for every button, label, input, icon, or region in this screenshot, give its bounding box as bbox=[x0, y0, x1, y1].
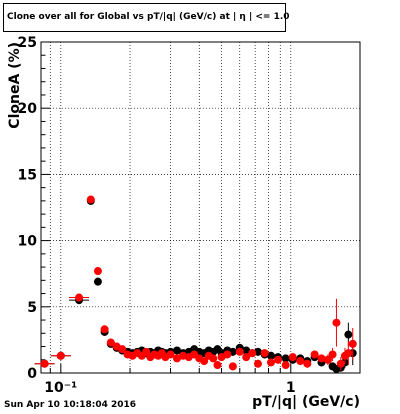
marker bbox=[235, 347, 244, 356]
data-point-series-2 bbox=[223, 350, 232, 359]
y-axis-label: CloneA (%) bbox=[7, 42, 23, 129]
data-point-series-2 bbox=[328, 347, 337, 362]
marker bbox=[200, 357, 209, 366]
marker bbox=[328, 350, 337, 359]
footer-timestamp: Sun Apr 10 10:18:04 2016 bbox=[4, 400, 137, 410]
marker bbox=[266, 358, 275, 367]
marker bbox=[213, 361, 222, 370]
data-point-series-2 bbox=[336, 357, 345, 371]
y-tick-label: 20 bbox=[18, 101, 38, 117]
marker bbox=[75, 293, 84, 302]
marker bbox=[172, 354, 181, 363]
data-point-series-2 bbox=[50, 351, 71, 360]
x-tick-label: 10⁻¹ bbox=[44, 380, 77, 396]
data-point-series-2 bbox=[106, 338, 115, 347]
data-point-series-2 bbox=[288, 353, 297, 362]
marker bbox=[242, 346, 251, 355]
x-axis-label: pT/|q| (GeV/c) bbox=[252, 394, 360, 410]
marker bbox=[166, 350, 175, 359]
y-tick-label: 5 bbox=[27, 300, 37, 316]
data-point-series-2 bbox=[118, 345, 127, 354]
marker bbox=[274, 355, 283, 364]
marker bbox=[281, 354, 290, 363]
marker bbox=[348, 339, 357, 348]
data-point-series-2 bbox=[242, 353, 251, 362]
marker bbox=[296, 357, 305, 366]
data-point-series-2 bbox=[317, 354, 326, 363]
data-point-series-2 bbox=[235, 347, 244, 356]
marker bbox=[242, 353, 251, 362]
marker bbox=[118, 345, 127, 354]
data-point-series-2 bbox=[296, 357, 305, 366]
marker bbox=[323, 355, 332, 364]
marker bbox=[253, 359, 262, 368]
data-point-series-2 bbox=[172, 354, 181, 363]
data-point-series-2 bbox=[209, 354, 218, 363]
y-tick-label: 25 bbox=[18, 35, 37, 51]
marker bbox=[317, 354, 326, 363]
data-point-series-2 bbox=[253, 359, 262, 368]
data-point-series-2 bbox=[332, 298, 341, 347]
data-point-series-2 bbox=[34, 359, 55, 368]
data-point-series-2 bbox=[344, 341, 353, 366]
marker bbox=[336, 359, 345, 368]
marker bbox=[93, 267, 102, 276]
data-point-series-2 bbox=[266, 358, 275, 367]
y-tick-label: 0 bbox=[27, 366, 37, 382]
marker bbox=[56, 351, 65, 360]
marker bbox=[344, 330, 353, 339]
marker bbox=[344, 349, 353, 358]
marker bbox=[223, 350, 232, 359]
data-point-series-2 bbox=[93, 267, 102, 276]
marker bbox=[100, 325, 109, 334]
x-tick-label: 1 bbox=[286, 380, 296, 396]
marker bbox=[288, 353, 297, 362]
data-point-series-2 bbox=[323, 354, 332, 366]
y-tick-label: 15 bbox=[18, 167, 37, 183]
y-tick-label: 10 bbox=[18, 234, 38, 250]
marker bbox=[86, 195, 95, 204]
marker bbox=[332, 318, 341, 327]
data-point-series-1 bbox=[172, 346, 181, 355]
marker bbox=[266, 351, 275, 360]
marker bbox=[310, 350, 319, 359]
data-point-series-2 bbox=[100, 325, 109, 334]
data-point-series-1 bbox=[93, 277, 102, 286]
data-point-series-2 bbox=[281, 361, 290, 370]
marker bbox=[248, 349, 257, 358]
marker bbox=[260, 349, 269, 358]
data-point-series-2 bbox=[69, 293, 90, 302]
data-point-series-2 bbox=[303, 359, 312, 368]
chart-title: Clone over all for Global vs pT/|q| (GeV… bbox=[7, 12, 290, 22]
marker bbox=[281, 361, 290, 370]
data-point-series-2 bbox=[348, 327, 357, 360]
plot-frame bbox=[40, 41, 361, 374]
data-point-series-2 bbox=[228, 362, 237, 371]
marker bbox=[303, 359, 312, 368]
marker bbox=[209, 354, 218, 363]
marker bbox=[106, 338, 115, 347]
data-point-series-2 bbox=[260, 349, 269, 358]
data-point-series-2 bbox=[166, 350, 175, 359]
data-point-series-2 bbox=[200, 357, 209, 366]
data-point-series-2 bbox=[213, 361, 222, 370]
data-point-series-2 bbox=[86, 195, 95, 204]
marker bbox=[40, 359, 49, 368]
title-box: Clone over all for Global vs pT/|q| (GeV… bbox=[3, 3, 290, 32]
data-point-series-2 bbox=[248, 349, 257, 358]
data-point-series-2 bbox=[274, 355, 283, 364]
marker bbox=[228, 362, 237, 371]
marker bbox=[93, 277, 102, 286]
marker bbox=[172, 346, 181, 355]
data-point-series-2 bbox=[310, 350, 319, 359]
